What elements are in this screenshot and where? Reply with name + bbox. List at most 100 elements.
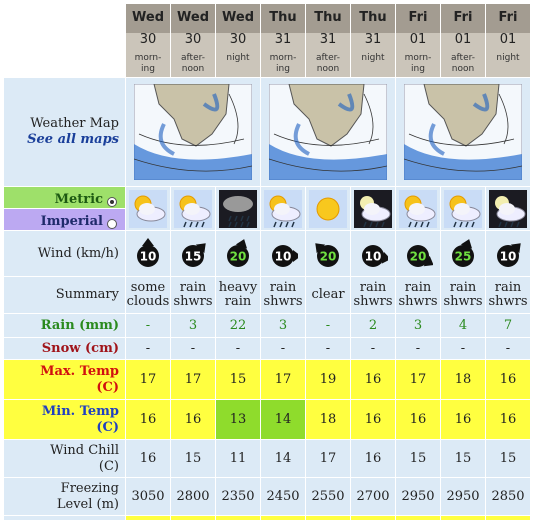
summary-text: shwrs [263,294,303,309]
metric-label: Metric [54,192,103,207]
summary-text: some [130,280,166,295]
next-row-label [4,516,125,520]
summary-text: shwrs [488,294,528,309]
value: 16 [184,411,202,427]
summary-cell: rain shwrs [261,277,305,313]
weather-icon [309,189,347,228]
summary-text: shwrs [173,294,213,309]
map-title: Weather Map [30,116,119,131]
value: 16 [364,450,382,466]
wind-cell: 10 [126,231,170,276]
wind-arrow: 10 [497,242,521,267]
date: 31 [274,32,292,47]
date: 30 [139,32,157,47]
column-header: Thu 31 after-noon [306,4,350,77]
period: ing [276,64,290,74]
day: Fri [408,10,428,25]
date: 30 [184,32,202,47]
icon-cell [351,187,395,230]
row-label: Snow (cm) [41,340,119,356]
freezing-level-cell: 2950 [441,478,485,515]
snow-cell: - [351,338,395,359]
snow-cell: - [126,338,170,359]
max-temp-cell: 15 [216,360,260,399]
corner [4,4,125,77]
summary-text: rain [359,280,387,295]
rain-cell: - [126,314,170,337]
wind-chill-label: Wind Chill (C) [4,440,125,477]
wind-cell: 25 [441,231,485,276]
wind-cell: 10 [261,231,305,276]
column-header: Wed 30 after-noon [171,4,215,77]
value: 2950 [446,488,480,504]
date: 31 [364,32,382,47]
wind-arrow: 20 [407,244,433,267]
value: 2450 [266,488,300,504]
weather-icon [174,189,212,228]
weather-icon [399,189,437,228]
snow-cell: - [261,338,305,359]
row-label: Freezing [60,480,119,496]
weather-icon [354,189,392,228]
wind-speed: 10 [275,249,292,263]
period: morn- [404,53,432,63]
metric-toggle[interactable]: Metric [4,187,125,208]
radio-off [107,219,117,229]
map-link[interactable]: See all maps [27,132,119,147]
value: 3 [188,317,198,333]
wind-arrow: 10 [362,244,388,267]
value: 19 [319,371,337,387]
next-row-cell [306,516,350,520]
wind-arrow: 25 [452,238,474,267]
summary-text: heavy [218,280,258,295]
value: 15 [454,450,472,466]
summary-text: rain [269,280,297,295]
wind-cell: 20 [396,231,440,276]
max-temp-cell: 17 [171,360,215,399]
freezing-level-cell: 2950 [396,478,440,515]
day: Wed [177,10,209,25]
weather-icon [489,189,527,228]
next-row-cell [171,516,215,520]
value: - [370,340,376,356]
wind-chill-cell: 15 [441,440,485,477]
value: 16 [454,411,472,427]
row-label: Wind (km/h) [37,245,119,261]
day: Fri [498,10,518,25]
value: 11 [229,450,247,466]
day: Thu [314,10,342,25]
min-temp-cell: 16 [441,400,485,439]
max-temp-cell: 16 [351,360,395,399]
next-row-cell [126,516,170,520]
day: Wed [222,10,254,25]
min-temp-cell: 13 [216,400,260,439]
min-temp-label: Min. Temp (C) [4,400,125,439]
weather-icon [264,189,302,228]
next-row-cell [261,516,305,520]
summary-cell: rain shwrs [441,277,485,313]
row-label: Level (m) [56,496,119,512]
imperial-toggle[interactable]: Imperial [4,209,125,230]
value: 16 [364,411,382,427]
value: 17 [274,371,292,387]
next-row-cell [441,516,485,520]
value: 7 [503,317,513,333]
summary-cell: heavy rain [216,277,260,313]
period: noon [451,64,475,74]
date: 31 [319,32,337,47]
value: 2350 [221,488,255,504]
min-temp-cell: 16 [486,400,530,439]
value: 14 [274,450,292,466]
max-temp-cell: 19 [306,360,350,399]
value: 15 [409,450,427,466]
summary-text: rain [404,280,432,295]
max-temp-cell: 17 [126,360,170,399]
next-row-cell [351,516,395,520]
period: noon [181,64,205,74]
wind-chill-cell: 15 [396,440,440,477]
next-row-cell [486,516,530,520]
period: night [361,53,385,63]
wind-chill-cell: 15 [486,440,530,477]
column-header: Thu 31 morn-ing [261,4,305,77]
value: - [415,340,421,356]
